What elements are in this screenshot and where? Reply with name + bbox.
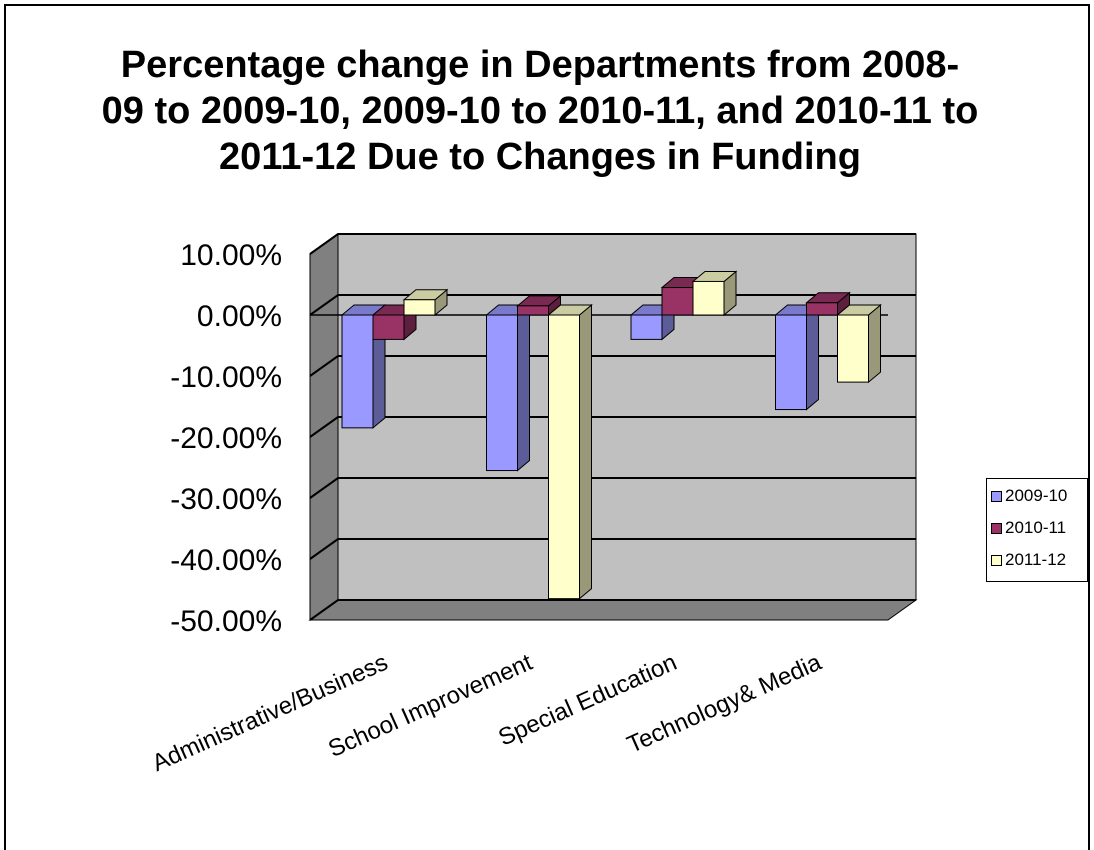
x-tick-label: Administrative/Business: [148, 649, 392, 777]
legend: 2009-10 2010-11 2011-12: [986, 478, 1088, 582]
bar-side: [806, 303, 819, 411]
gridline: [309, 538, 916, 560]
bar-front: [486, 314, 518, 472]
y-tick-label: -50.00%: [170, 605, 282, 638]
bar-front: [775, 314, 807, 411]
floor: [308, 599, 918, 621]
bar-2011-12: [547, 303, 593, 600]
bar-front: [806, 302, 838, 316]
bar-2010-11: [516, 294, 562, 317]
bar-front: [548, 314, 580, 600]
bar-front: [837, 314, 869, 383]
bar-2009-10: [340, 303, 387, 429]
chart-title: Percentage change in Departments from 20…: [101, 44, 979, 178]
bar-front: [517, 305, 549, 316]
legend-swatch-2009-10: [991, 490, 1002, 502]
chart-walls: [308, 233, 918, 621]
gridline: [309, 477, 916, 499]
bar-2011-12: [691, 270, 738, 317]
y-tick-label: -30.00%: [170, 483, 282, 516]
legend-swatch-2011-12: [991, 554, 1002, 566]
gridline: [309, 599, 916, 621]
legend-swatch-2010-11: [991, 522, 1002, 534]
y-tick-label: -40.00%: [170, 544, 282, 577]
bar-2011-12: [836, 303, 882, 384]
legend-item: 2010-11: [987, 513, 1087, 543]
gridline: [309, 355, 916, 377]
bar-front: [403, 299, 436, 316]
legend-label: 2011-12: [1005, 550, 1067, 569]
y-tick-label: -20.00%: [170, 422, 282, 455]
y-axis-ticks: 10.00% 0.00% -10.00% -20.00% -30.00% -40.00% -…: [170, 239, 282, 638]
bar-side: [868, 303, 881, 384]
legend-item: 2009-10: [987, 481, 1087, 511]
legend-label: 2010-11: [1005, 518, 1067, 537]
bar-front: [661, 287, 694, 316]
bar-side: [579, 303, 592, 600]
bar-side: [517, 303, 530, 472]
legend-label: 2009-10: [1005, 486, 1068, 505]
legend-item: 2011-12: [987, 545, 1087, 575]
gridline: [309, 416, 916, 438]
bar-2009-10: [485, 303, 531, 472]
bar-front: [692, 280, 725, 316]
gridline: [309, 233, 916, 255]
y-tick-label: 0.00%: [197, 300, 282, 333]
y-tick-label: 10.00%: [180, 239, 282, 272]
bar-2011-12: [402, 288, 449, 317]
bar-front: [341, 314, 374, 429]
bar-front: [630, 314, 663, 340]
chart-frame: [4, 4, 1090, 850]
bars: [340, 270, 882, 600]
bar-2010-11: [805, 291, 851, 317]
y-tick-label: -10.00%: [170, 361, 282, 394]
bar-2009-10: [774, 303, 820, 411]
bar-front: [372, 314, 405, 340]
